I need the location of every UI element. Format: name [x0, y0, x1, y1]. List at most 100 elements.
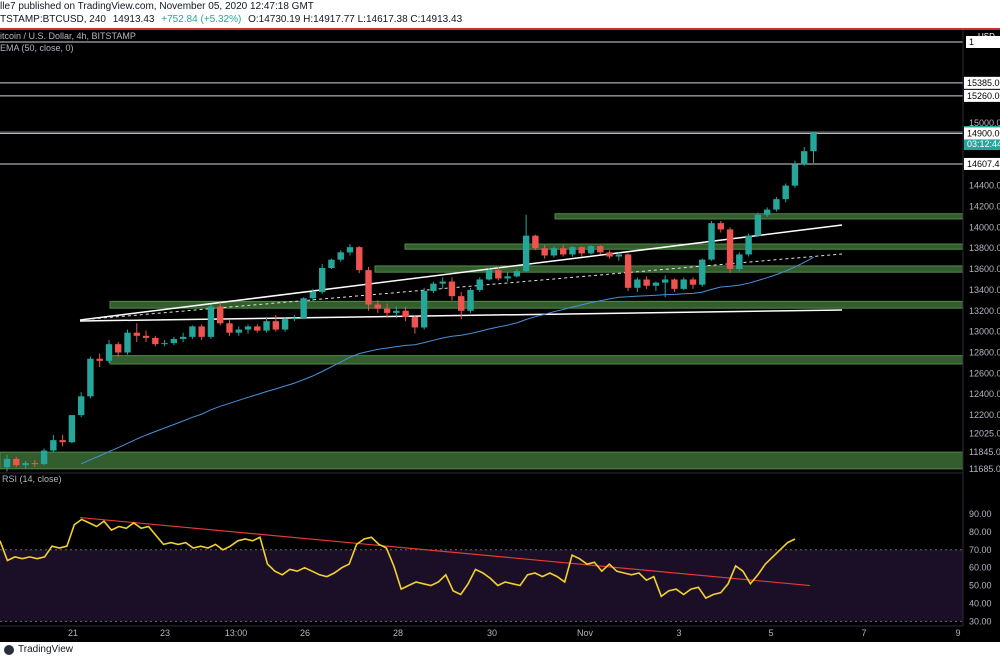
- candle: [337, 250, 344, 262]
- candle: [50, 434, 57, 453]
- candle-body: [615, 254, 623, 257]
- candle: [226, 320, 233, 336]
- candle-body: [393, 310, 400, 313]
- channel-upper-line: [79, 224, 843, 321]
- candle-body: [699, 259, 706, 285]
- candle: [356, 246, 363, 274]
- candle: [3, 454, 11, 472]
- candle: [661, 275, 669, 298]
- candle: [77, 392, 85, 418]
- candle-body: [634, 279, 641, 288]
- candle-body: [513, 271, 521, 277]
- candle: [652, 281, 660, 291]
- candle-body: [522, 235, 530, 272]
- time-tick-label: 21: [68, 628, 78, 638]
- candle: [244, 324, 252, 334]
- price-label: 14913.43: [112, 14, 155, 25]
- candle: [411, 314, 419, 334]
- candle-body: [680, 279, 687, 289]
- candle-body: [597, 246, 604, 253]
- candle-body: [763, 209, 771, 215]
- candle: [235, 326, 242, 336]
- candle: [736, 252, 743, 272]
- candle-body: [652, 282, 660, 286]
- candle: [22, 460, 29, 469]
- price-tick-label: 11685.00: [969, 464, 1000, 474]
- candle: [198, 324, 205, 340]
- price-tick-label: 12800.00: [969, 348, 1000, 358]
- footer: TradingView: [0, 642, 1000, 660]
- candle-body: [504, 276, 511, 279]
- candle: [495, 266, 502, 281]
- candle: [467, 287, 474, 313]
- candle-body: [309, 291, 317, 299]
- candle: [810, 131, 817, 163]
- ema-line: [80, 256, 814, 465]
- candle: [597, 245, 604, 255]
- time-tick-label: 26: [300, 628, 310, 638]
- price-tick-label: 12600.00: [969, 368, 1000, 378]
- candle: [680, 277, 687, 290]
- chart-svg[interactable]: RSI (14, close) 21 23 13:00 26 28 30 Nov 3 5 7 9 1…: [0, 30, 1000, 642]
- candle-body: [281, 319, 289, 330]
- top-level-text: 1: [969, 37, 974, 47]
- chart-title: itcoin / U.S. Dollar, 4h, BITSTAMP: [0, 31, 136, 41]
- rsi-band: [0, 549, 963, 622]
- candle: [374, 300, 381, 313]
- candle: [59, 434, 66, 447]
- candle-body: [328, 259, 335, 269]
- candle-body: [736, 254, 743, 270]
- candle: [504, 272, 511, 282]
- price-level-badge: [964, 127, 1000, 140]
- rsi-line: [0, 518, 796, 600]
- candle-body: [77, 396, 85, 416]
- candle-body: [661, 279, 669, 283]
- price-tick-label: 13600.00: [969, 264, 1000, 274]
- candle-body: [383, 308, 391, 313]
- candle-body: [22, 463, 29, 466]
- candle: [105, 339, 113, 363]
- candle-body: [3, 458, 11, 468]
- candle-body: [782, 185, 789, 200]
- top-level-badge: [966, 36, 1000, 48]
- candle: [133, 323, 140, 343]
- time-tick-label: 13:00: [225, 628, 248, 638]
- candle-body: [318, 268, 326, 292]
- candle-body: [87, 358, 94, 397]
- candle: [550, 246, 558, 258]
- rsi-tick-label: 40.00: [969, 598, 992, 608]
- candle: [532, 234, 539, 251]
- candle: [643, 276, 650, 289]
- chart-area[interactable]: RSI (14, close) 21 23 13:00 26 28 30 Nov 3 5 7 9 1…: [0, 30, 1000, 642]
- candle: [346, 244, 354, 256]
- candle: [68, 415, 76, 444]
- candle-body: [142, 335, 150, 338]
- candle-body: [59, 440, 66, 443]
- rsi-trendline: [79, 516, 811, 587]
- candle-body: [810, 132, 817, 152]
- candle-body: [115, 344, 122, 353]
- tradingview-logo-icon: [4, 644, 14, 655]
- candle-body: [476, 279, 483, 290]
- candle: [189, 325, 196, 339]
- candle: [689, 277, 697, 289]
- candle: [13, 456, 20, 468]
- candle: [124, 329, 131, 355]
- price-tick-label: 14000.00: [969, 222, 1000, 232]
- price-level-text: 14607.49: [967, 159, 1000, 169]
- rsi-tick-label: 70.00: [969, 545, 992, 555]
- candle-body: [105, 344, 113, 361]
- candle-body: [254, 326, 261, 331]
- rsi-tick-label: 80.00: [969, 527, 992, 537]
- candle-body: [31, 463, 39, 465]
- candle-body: [161, 343, 168, 345]
- candle-body: [578, 247, 585, 254]
- candle-body: [495, 270, 502, 279]
- candle: [383, 303, 391, 318]
- price-tick-label: 12200.00: [969, 410, 1000, 420]
- candle-body: [374, 304, 381, 309]
- candle-body: [346, 247, 354, 253]
- candle: [96, 353, 103, 368]
- candle: [328, 258, 335, 270]
- candle: [476, 277, 483, 292]
